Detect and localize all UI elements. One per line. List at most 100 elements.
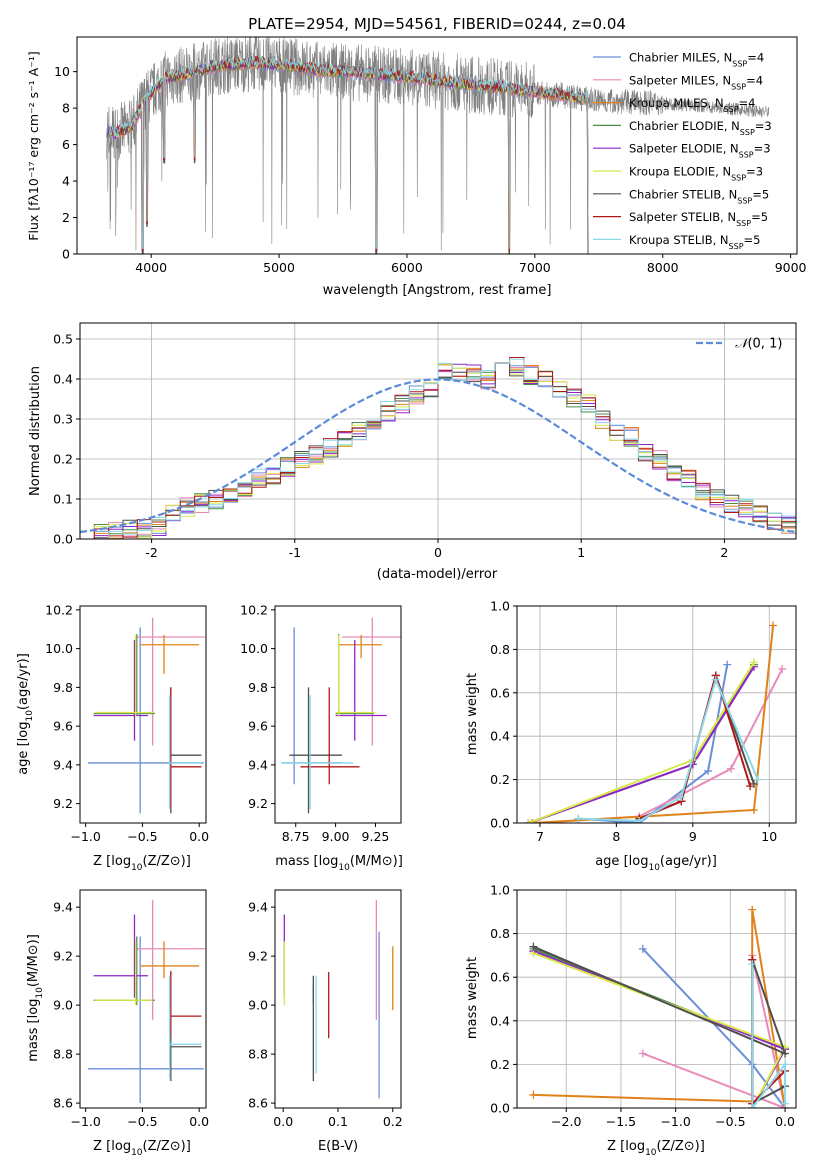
y-tick-label: 9.4 [53, 757, 73, 772]
y-tick-label: 2 [62, 210, 70, 225]
axes-mass-vs-Z: −1.0 −0.5 0.0 8.6 8.8 9.0 9.2 9.4 [53, 889, 209, 1129]
legend-entry: Chabrier STELIB, NSSP=5 [629, 187, 769, 205]
x-tick-label: 0.2 [383, 1114, 403, 1129]
plus-marker [748, 905, 757, 914]
y-tick-label: 10 [54, 64, 70, 79]
y-axis-label: mass weight [465, 673, 480, 755]
plus-marker [781, 1099, 790, 1108]
errorbar-point [94, 941, 153, 1006]
x-tick-label: 1 [577, 545, 585, 560]
legend: Chabrier MILES, NSSP=4 Salpeter MILES, NS… [593, 51, 772, 251]
plot-area [524, 621, 787, 823]
axes-frame [516, 605, 797, 824]
y-tick-label: 9.2 [248, 796, 268, 811]
x-axis-label: mass [log10(M/M⊙)] [275, 854, 403, 873]
plus-marker [635, 816, 644, 823]
series-line [532, 625, 775, 823]
x-axis-label: E(B-V) [318, 1139, 358, 1154]
y-tick-label: 9.8 [248, 680, 268, 695]
y-tick-label: 8.6 [53, 1096, 73, 1111]
axes-frame [79, 889, 207, 1109]
plus-marker [749, 658, 758, 667]
errorbar-point [170, 687, 202, 808]
x-tick-label: −0.5 [715, 1114, 745, 1129]
normal-reference-curve [80, 378, 796, 534]
y-tick-label: 9.6 [248, 719, 268, 734]
observed-spectrum [106, 37, 770, 251]
y-tick-label: 9.8 [53, 680, 73, 695]
series-line [751, 964, 787, 1108]
x-tick-label: −1.0 [70, 829, 100, 844]
y-axis-label: Normed distribution [28, 366, 43, 496]
legend-entry: 𝒩(0, 1) [735, 337, 782, 352]
y-tick-label: 0.0 [490, 816, 510, 831]
x-tick-label: 9 [689, 829, 697, 844]
y-tick-label: 0.6 [490, 685, 510, 700]
x-tick-label: 8 [612, 829, 620, 844]
weight-series [574, 660, 732, 823]
y-tick-label: 0.8 [490, 926, 510, 941]
weight-series [529, 905, 790, 1108]
errorbar-point [170, 970, 202, 1082]
y-tick-label: 9.4 [248, 900, 268, 915]
legend-entry: Kroupa ELODIE, NSSP=3 [629, 165, 763, 183]
y-tick-label: 0.5 [53, 332, 73, 347]
y-tick-label: 9.4 [53, 900, 73, 915]
x-tick-label: −1.0 [660, 1114, 690, 1129]
x-tick-label: 0.0 [273, 1114, 293, 1129]
x-tick-label: -1 [289, 545, 301, 560]
plus-marker [574, 814, 583, 823]
x-axis-label: (data-model)/error [377, 567, 498, 582]
y-tick-label: 1.0 [490, 883, 510, 898]
x-tick-label: 6000 [391, 260, 423, 275]
errorbar-point [140, 635, 200, 674]
y-tick-label: 10.2 [240, 602, 268, 617]
series-line [642, 955, 787, 1108]
x-tick-label: 5000 [263, 260, 295, 275]
weight-series [638, 944, 790, 1108]
axes-spectrum: 4000 5000 6000 7000 8000 9000 0 2 4 6 8 10 [54, 36, 807, 275]
legend-entry: Kroupa STELIB, NSSP=5 [629, 233, 760, 251]
y-tick-label: 0.2 [53, 452, 73, 467]
y-tick-label: 9.2 [53, 796, 73, 811]
plus-marker [748, 960, 757, 969]
axes-weight-vs-age: 7 8 9 10 0.0 0.2 0.4 0.6 0.8 1.0 [490, 599, 797, 844]
x-tick-label: −0.5 [127, 1114, 157, 1129]
plus-marker [638, 1049, 647, 1058]
legend-entry: Kroupa MILES, NSSP=4 [629, 96, 755, 114]
plot-area [529, 905, 790, 1108]
errorbar-point [335, 639, 387, 741]
weight-series [529, 944, 790, 1108]
x-tick-label: 7000 [519, 260, 551, 275]
plot-area [106, 37, 770, 254]
plus-marker [727, 764, 736, 773]
axes-frame [274, 605, 402, 824]
x-tick-label: −2.0 [551, 1114, 581, 1129]
y-tick-label: 0.6 [490, 970, 510, 985]
plot-area [87, 617, 205, 814]
x-axis-label: wavelength [Angstrom, rest frame] [323, 283, 552, 298]
plus-marker [746, 782, 755, 791]
legend-entry: Salpeter ELODIE, NSSP=3 [629, 142, 771, 160]
errorbar-point [170, 687, 202, 814]
y-tick-label: 0.4 [490, 729, 510, 744]
plot-area [87, 899, 205, 1104]
y-tick-label: 0.1 [53, 492, 73, 507]
y-tick-label: 8.6 [248, 1096, 268, 1111]
series-line [533, 950, 787, 1108]
series-line [642, 948, 786, 1108]
y-tick-label: 9.2 [248, 949, 268, 964]
y-tick-label: 0.2 [490, 1057, 510, 1072]
histogram-step [80, 358, 796, 539]
x-tick-label: 10 [761, 829, 777, 844]
y-tick-label: 8 [62, 101, 70, 116]
legend-entry: Chabrier MILES, NSSP=4 [629, 51, 764, 69]
plus-marker [711, 675, 720, 684]
x-axis-label: Z [log10(Z/Z⊙)] [607, 1139, 705, 1158]
y-tick-label: 9.2 [53, 949, 73, 964]
y-tick-label: 9.0 [53, 998, 73, 1013]
errorbar-point [93, 914, 149, 998]
errorbar-point [93, 634, 155, 716]
x-tick-label: 0.1 [328, 1114, 348, 1129]
